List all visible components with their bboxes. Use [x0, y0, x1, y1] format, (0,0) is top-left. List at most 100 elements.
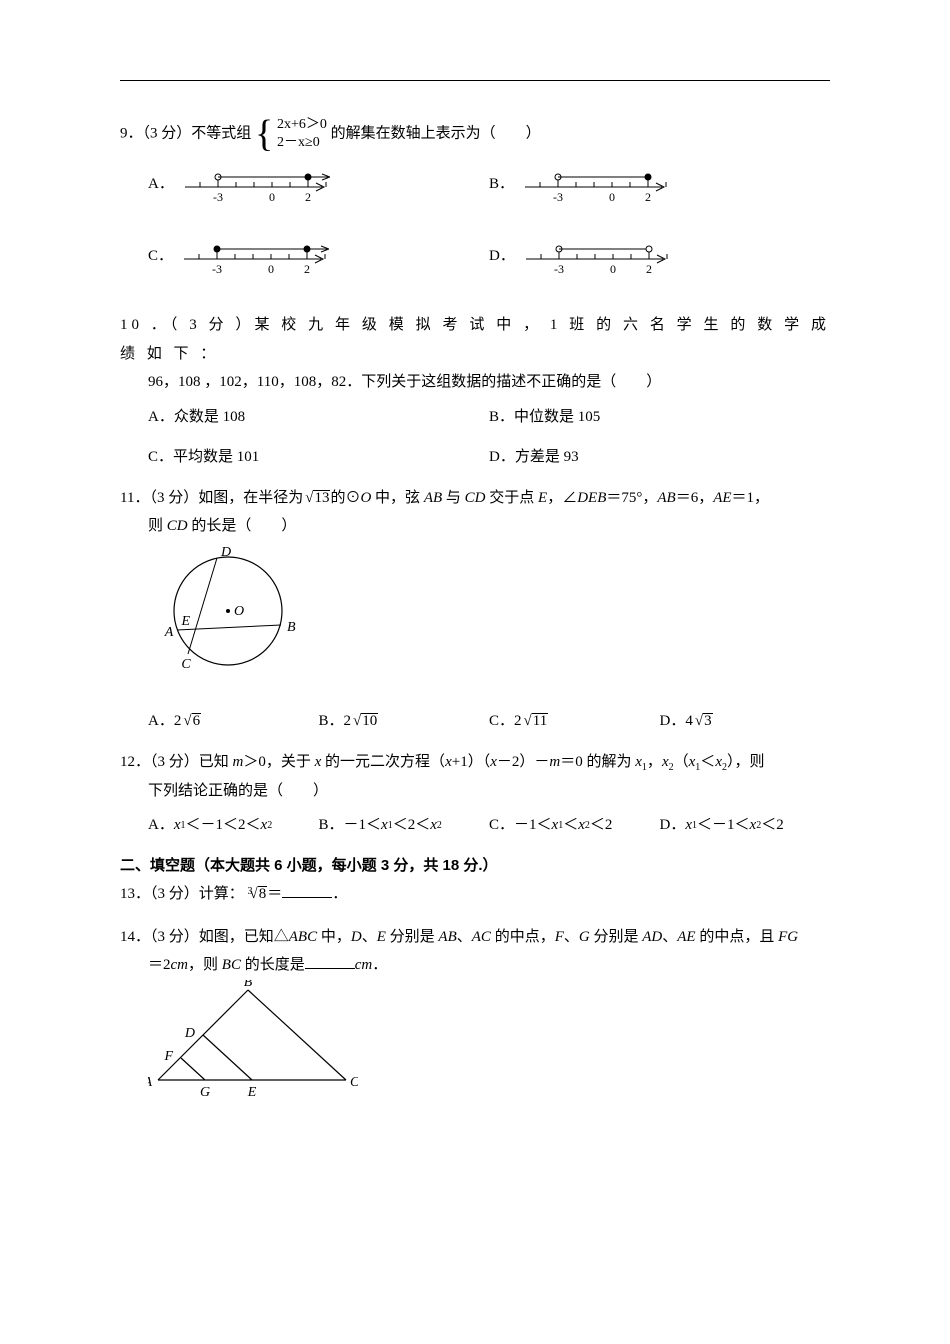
q9-options-row2: C． -3 0 2 D． -3 0 2: [148, 225, 830, 287]
svg-text:2: 2: [304, 262, 310, 276]
q9-sys-bot: 2－x≥0: [277, 135, 320, 150]
svg-text:D: D: [220, 545, 231, 560]
q10-options: A．众数是 108 B．中位数是 105 C．平均数是 101 D．方差是 93: [148, 397, 830, 478]
svg-text:2: 2: [645, 190, 651, 204]
q11-stem: 11．（3 分）如图，在半径为√13的⊙O 中，弦 AB 与 CD 交于点 E，…: [120, 484, 830, 513]
svg-text:B: B: [287, 620, 296, 635]
svg-text:O: O: [234, 604, 244, 619]
svg-text:A: A: [148, 1075, 152, 1090]
page: 9．（3 分）不等式组 { 2x+6＞0 2－x≥0 的解集在数轴上表示为（ ）…: [0, 0, 950, 1344]
svg-text:E: E: [180, 614, 190, 629]
svg-text:0: 0: [268, 262, 274, 276]
q11-c-pre: C．2: [489, 707, 522, 736]
q14-blank: [305, 953, 355, 969]
svg-text:-3: -3: [213, 190, 223, 204]
q9-opt-a: A． -3 0 2: [148, 159, 489, 209]
q9-opt-a-label: A．: [148, 170, 174, 199]
q11-options: A．2√6 B．2√10 C．2√11 D．4√3: [148, 701, 830, 742]
q14-stem2-pre: ＝2cm，则 BC 的长度是: [148, 957, 305, 973]
q14-figure-wrap: B A C D E F G: [148, 980, 830, 1111]
svg-text:2: 2: [646, 262, 652, 276]
question-11: 11．（3 分）如图，在半径为√13的⊙O 中，弦 AB 与 CD 交于点 E，…: [120, 484, 830, 742]
q11-opt-b: B．2√10: [319, 707, 490, 736]
q9-suffix: 的解集在数轴上表示为（ ）: [331, 125, 541, 141]
svg-text:0: 0: [269, 190, 275, 204]
question-10: 10 ．（ 3 分 ）某 校 九 年 级 模 拟 考 试 中 ， 1 班 的 六…: [120, 311, 830, 478]
svg-text:0: 0: [610, 262, 616, 276]
q11-opt-c: C．2√11: [489, 707, 660, 736]
q9-sys-top: 2x+6＞0: [277, 117, 327, 132]
q12-stem: 12．（3 分）已知 m＞0，关于 x 的一元二次方程（x+1）（x－2）－m＝…: [120, 748, 830, 777]
q10-stem-line2: 96，108 ，102，110，108，82．下列关于这组数据的描述不正确的是（…: [148, 368, 830, 397]
svg-text:E: E: [247, 1085, 257, 1100]
sqrt-10: √10: [351, 707, 378, 736]
svg-text:F: F: [163, 1049, 173, 1064]
svg-text:G: G: [200, 1085, 210, 1100]
sqrt-6: √6: [181, 707, 201, 736]
q13-post: ＝: [267, 886, 282, 902]
svg-text:2: 2: [305, 190, 311, 204]
q11-opt-d: D．4√3: [660, 707, 831, 736]
svg-text:-3: -3: [554, 262, 564, 276]
spacer2: [120, 915, 830, 923]
svg-text:B: B: [244, 980, 253, 990]
number-line-d: -3 0 2: [521, 231, 671, 281]
svg-text:A: A: [164, 625, 174, 640]
q9-opt-d: D． -3 0 2: [489, 231, 830, 281]
q11-stem-post: 的⊙O 中，弦 AB 与 CD 交于点 E，∠DEB＝75°，AB＝6，AE＝1…: [330, 490, 769, 506]
q11-a-pre: A．2: [148, 707, 181, 736]
q9-opt-d-label: D．: [489, 242, 515, 271]
question-13: 13．（3 分）计算： 3√8 ＝ ．: [120, 880, 830, 909]
q14-stem: 14．（3 分）如图，已知△ABC 中，D、E 分别是 AB、AC 的中点，F、…: [120, 923, 830, 952]
q9-options-row1: A． -302 B． -302: [148, 153, 830, 215]
q13-after: ．: [332, 886, 347, 902]
q9-opt-c-label: C．: [148, 242, 173, 271]
sqrt-3: √3: [693, 707, 713, 736]
q10-opt-d: D．方差是 93: [489, 443, 830, 472]
question-14: 14．（3 分）如图，已知△ABC 中，D、E 分别是 AB、AC 的中点，F、…: [120, 923, 830, 1111]
q12-opt-d: D．x1＜－1＜x2＜2: [660, 811, 831, 840]
svg-text:D: D: [184, 1026, 195, 1041]
q11-b-pre: B．2: [319, 707, 352, 736]
q13-pre: 13．（3 分）计算：: [120, 886, 244, 902]
q14-stem2-post: cm．: [355, 957, 388, 973]
triangle-diagram: B A C D E F G: [148, 980, 358, 1100]
svg-text:-3: -3: [212, 262, 222, 276]
svg-text:0: 0: [609, 190, 615, 204]
q11-opt-a: A．2√6: [148, 707, 319, 736]
q12-options: A．x1＜－1＜2＜x2 B．－1＜x1＜2＜x2 C．－1＜x1＜x2＜2 D…: [148, 805, 830, 846]
q13-blank: [282, 882, 332, 898]
q11-figure-wrap: D O AE B C: [148, 541, 830, 692]
q10-opt-c: C．平均数是 101: [148, 443, 489, 472]
q11-stem-line2: 则 CD 的长是（ ）: [148, 512, 830, 541]
q14-stem2: ＝2cm，则 BC 的长度是 cm．: [148, 951, 830, 980]
circle-diagram: D O AE B C: [148, 541, 308, 681]
q9-opt-b: B． -302: [489, 159, 830, 209]
section-2-title: 二、填空题（本大题共 6 小题，每小题 3 分，共 18 分.）: [120, 852, 830, 881]
brace-icon: {: [255, 115, 273, 153]
q11-stem-pre: 11．（3 分）如图，在半径为: [120, 490, 303, 506]
q10-opt-b: B．中位数是 105: [489, 403, 830, 432]
q12-opt-c: C．－1＜x1＜x2＜2: [489, 811, 660, 840]
q9-opt-c: C． -3 0 2: [148, 231, 489, 281]
q11-d-pre: D．4: [660, 707, 693, 736]
q12-opt-a: A．x1＜－1＜2＜x2: [148, 811, 319, 840]
q9-prefix: 9．（3 分）不等式组: [120, 125, 251, 141]
svg-text:-3: -3: [553, 190, 563, 204]
question-12: 12．（3 分）已知 m＞0，关于 x 的一元二次方程（x+1）（x－2）－m＝…: [120, 748, 830, 846]
q10-stem-line1: 10 ．（ 3 分 ）某 校 九 年 级 模 拟 考 试 中 ， 1 班 的 六…: [120, 311, 830, 368]
number-line-c: -3 0 2: [179, 231, 329, 281]
top-rule: [120, 80, 830, 81]
cube-root-8: 3√8: [248, 880, 268, 909]
question-9: 9．（3 分）不等式组 { 2x+6＞0 2－x≥0 的解集在数轴上表示为（ ）…: [120, 115, 830, 287]
sqrt-13: √13: [303, 484, 330, 513]
q9-system: 2x+6＞0 2－x≥0: [277, 116, 327, 152]
q12-stem2: 下列结论正确的是（ ）: [148, 777, 830, 806]
sqrt-11: √11: [522, 707, 549, 736]
svg-text:C: C: [181, 657, 191, 672]
spacer: [120, 293, 830, 311]
svg-text:C: C: [350, 1075, 358, 1090]
q10-opt-a: A．众数是 108: [148, 403, 489, 432]
q12-opt-b: B．－1＜x1＜2＜x2: [319, 811, 490, 840]
number-line-b: -3 0 2: [520, 159, 670, 209]
